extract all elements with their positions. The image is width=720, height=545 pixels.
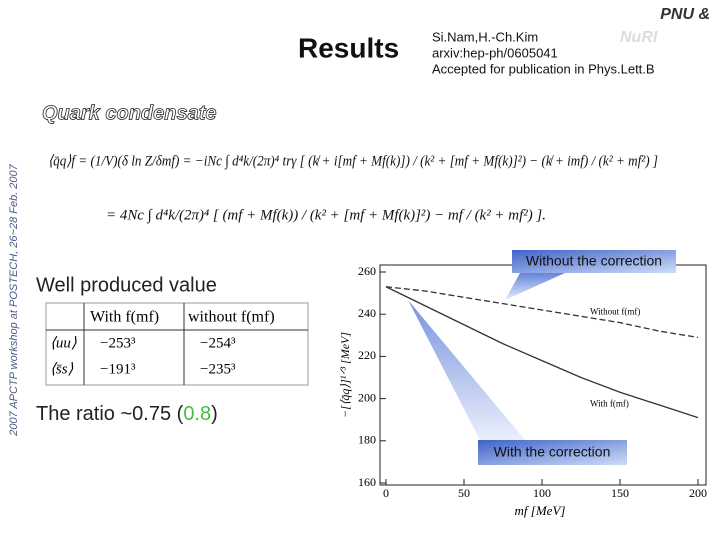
produced-text: Well produced value [36,274,217,296]
series-label: Without f(mf) [590,307,640,317]
table-cell: −191³ [100,361,136,377]
section-title: Quark condensate [42,102,217,124]
callout-pointer [505,273,565,300]
ratio: The ratio ~0.75 ( [36,403,184,425]
table-frame [45,302,309,386]
equation: ⟨q̄q⟩f = (1/V)(δ ln Z/δmf) = −iNc ∫ d⁴k/… [48,153,658,169]
y-tick-label: 160 [358,475,376,489]
slide-title: Results [298,32,399,63]
table-row-label: ⟨s̄s⟩ [50,361,74,377]
table-cell: −235³ [200,361,236,377]
y-tick-label: 200 [358,390,376,404]
y-tick-label: 220 [358,348,376,362]
table-row-label: ⟨uu⟩ [50,335,77,351]
x-tick-label: 200 [689,486,707,500]
logo-line1: PNU & [660,6,710,23]
x-axis-label: mf [MeV] [515,503,566,518]
logo-line2: NuRI [620,29,658,46]
series-label: With f(mf) [590,398,629,408]
table-header: With f(mf) [90,309,159,326]
sidebar: 2007 APCTP workshop at POSTECH, 26~28 Fe… [8,163,20,436]
table-header: without f(mf) [188,309,275,326]
y-tick-label: 180 [358,433,376,447]
x-tick-label: 50 [458,486,470,500]
authors: Si.Nam,H.-Ch.Kim [432,29,538,44]
callout-box [512,250,676,273]
table-cell: −253³ [100,335,136,351]
ratio-text: The ratio ~0.75 (0.8) [36,403,218,425]
ratio-highlight: 0.8 [183,403,211,425]
callout: With the correction [494,444,611,460]
data-line [385,286,699,339]
callout: Without the correction [526,253,662,269]
x-tick-label: 0 [383,486,389,500]
y-axis-label: −[⟨q̄q⟩]¹ᐟ³ [MeV] [338,332,352,418]
callout-pointer [408,300,525,440]
plot: 160 180 200 220 240 260 0 50 100 150 200 mf [MeV] −[… [338,264,707,518]
table-cell: −254³ [200,335,236,351]
callout-box [478,440,627,465]
data-line [385,286,699,419]
x-tick-label: 100 [533,486,551,500]
ratio-close: ) [211,403,218,425]
x-tick-label: 150 [611,486,629,500]
y-tick-label: 260 [358,264,376,278]
y-tick-label: 240 [358,306,376,320]
arxiv: arxiv:hep-ph/0605041 [432,45,558,60]
equation: = 4Nc ∫ d⁴k/(2π)⁴ [ (mf + Mf(k)) / (k² +… [106,207,546,223]
status: Accepted for publication in Phys.Lett.B [432,61,655,76]
